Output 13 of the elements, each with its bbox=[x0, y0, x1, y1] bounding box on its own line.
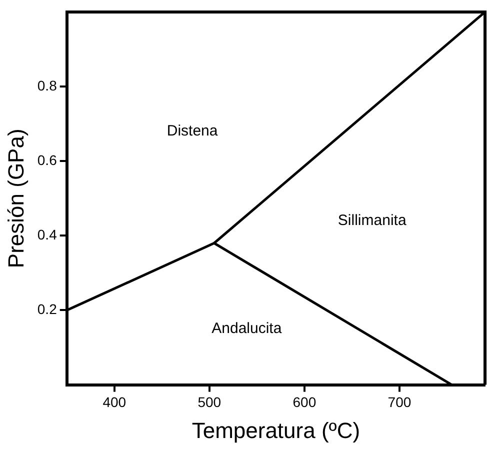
y-axis-title: Presión (GPa) bbox=[3, 128, 28, 268]
annotation: Sillimanita bbox=[338, 212, 407, 229]
y-tick-label: 0.4 bbox=[37, 226, 58, 243]
y-tick-label: 0.2 bbox=[37, 301, 58, 318]
y-tick-label: 0.8 bbox=[37, 77, 58, 94]
x-tick-label: 700 bbox=[388, 394, 412, 410]
annotation: Distena bbox=[166, 122, 218, 140]
x-tick-label: 600 bbox=[292, 394, 316, 410]
x-tick-label: 400 bbox=[102, 394, 126, 410]
annotation: Andalucita bbox=[212, 320, 282, 338]
y-tick-label: 0.6 bbox=[37, 152, 58, 168]
x-tick-label: 500 bbox=[198, 394, 222, 410]
x-axis-title: Temperatura (ºC) bbox=[192, 418, 360, 443]
